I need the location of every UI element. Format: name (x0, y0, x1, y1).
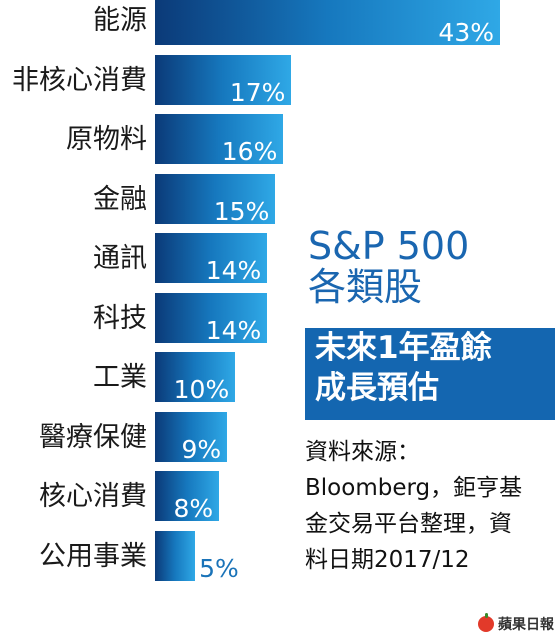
value-label: 14% (205, 256, 262, 285)
bar (155, 292, 268, 343)
logo-text: 蘋果日報 (498, 617, 554, 633)
source-note: 資料來源： Bloomberg，鉅亨基 金交易平台整理，資 料日期2017/12 (305, 434, 557, 578)
bar (155, 233, 268, 283)
bar (155, 352, 236, 402)
bar (155, 114, 284, 164)
value-label: 9% (181, 434, 222, 464)
heading-line-1: S&P 500 (308, 224, 470, 268)
source-line-3: 金交易平台整理，資 (305, 511, 512, 537)
category-label: 核心消費 (39, 481, 147, 512)
chart-heading: S&P 500 各類股 (308, 224, 470, 310)
category-label: 原物料 (66, 124, 147, 155)
bar (155, 530, 196, 581)
value-label: 8% (173, 494, 214, 523)
value-label: 10% (173, 375, 230, 404)
apple-logo-icon (478, 613, 494, 632)
category-label: 非核心消費 (12, 64, 147, 96)
bar (155, 173, 276, 224)
category-label: 醫療保健 (39, 421, 147, 453)
source-line-4: 料日期2017/12 (305, 547, 470, 573)
category-label: 科技 (93, 302, 147, 334)
publisher-logo: 蘋果日報 (478, 613, 554, 634)
category-label: 通訊 (93, 243, 147, 274)
bar (155, 54, 292, 105)
bar (155, 471, 220, 521)
value-label: 17% (229, 77, 286, 107)
source-line-2: Bloomberg，鉅亨基 (305, 475, 523, 501)
bar (155, 411, 228, 462)
category-label: 工業 (93, 362, 147, 393)
category-label: 公用事業 (39, 540, 147, 572)
source-line-1: 資料來源： (305, 439, 420, 465)
subtitle-line-1: 未來1年盈餘 (315, 330, 492, 366)
value-label: 43% (438, 18, 494, 47)
heading-line-2: 各類股 (308, 265, 423, 310)
value-label: 16% (221, 137, 278, 166)
category-label: 金融 (93, 183, 147, 215)
value-label: 14% (205, 315, 262, 345)
category-label: 能源 (93, 5, 147, 36)
value-label: 15% (213, 196, 270, 226)
subtitle-box: 未來1年盈餘 成長預估 (305, 328, 555, 420)
value-label: 5% (199, 553, 239, 583)
bar (155, 0, 500, 45)
subtitle-line-2: 成長預估 (315, 370, 439, 406)
